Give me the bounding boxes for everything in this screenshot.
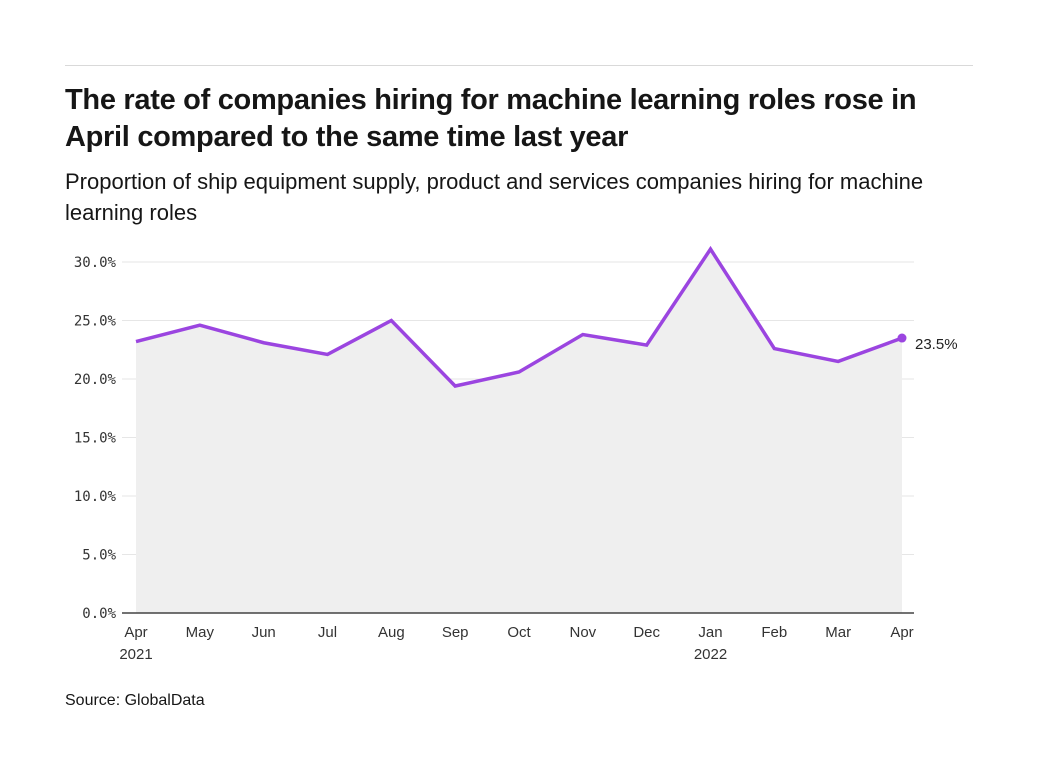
x-tick-label: Dec	[633, 624, 660, 641]
x-tick-year-label: 2022	[694, 646, 727, 663]
source-note: Source: GlobalData	[65, 692, 205, 709]
x-tick-label: Jan	[698, 624, 722, 641]
x-tick-label: Feb	[761, 624, 787, 641]
y-tick-label: 5.0%	[82, 548, 116, 564]
area-fill	[136, 249, 902, 613]
series-line	[135, 245, 903, 388]
end-point-marker	[897, 333, 907, 343]
y-tick-label: 15.0%	[74, 431, 117, 447]
x-tick-label: Sep	[442, 624, 469, 641]
x-tick-label: Nov	[569, 624, 596, 641]
y-tick-label: 20.0%	[74, 372, 117, 388]
x-tick-label: Jul	[318, 624, 337, 641]
y-tick-label: 25.0%	[74, 314, 117, 330]
chart-title: The rate of companies hiring for machine…	[65, 84, 917, 153]
x-tick-label: May	[186, 624, 215, 641]
x-tick-label: Aug	[378, 624, 405, 641]
end-value-label: 23.5%	[915, 336, 958, 353]
x-tick-year-label: 2021	[119, 646, 152, 663]
x-tick-label: Jun	[252, 624, 276, 641]
y-tick-label: 0.0%	[82, 606, 116, 622]
y-tick-label: 30.0%	[74, 255, 117, 271]
x-tick-label: Apr	[124, 624, 147, 641]
chart-subtitle: Proportion of ship equipment supply, pro…	[65, 169, 924, 225]
y-tick-label: 10.0%	[74, 489, 117, 505]
x-tick-label: Oct	[507, 624, 531, 641]
x-axis-ticks: Apr 2021 May Jun Jul Aug Sep Oct Nov Dec Jan 2022 Fe…	[119, 624, 913, 663]
y-axis-ticks: 0.0% 5.0% 10.0% 15.0% 20.0% 25.0% 30.0%	[74, 255, 117, 622]
x-tick-label: Apr	[890, 624, 913, 641]
x-tick-label: Mar	[825, 624, 851, 641]
top-divider	[65, 65, 973, 66]
